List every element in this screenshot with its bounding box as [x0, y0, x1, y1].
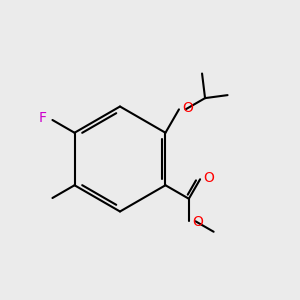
Text: O: O	[182, 101, 193, 115]
Text: O: O	[192, 215, 203, 230]
Text: F: F	[39, 111, 47, 125]
Text: O: O	[204, 171, 214, 185]
